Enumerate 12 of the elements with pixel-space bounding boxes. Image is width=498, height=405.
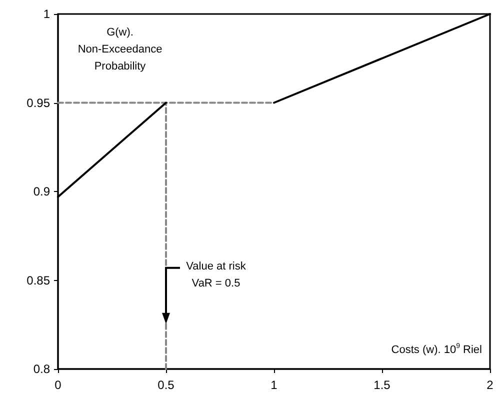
y-tick-label: 0.9 xyxy=(33,184,50,198)
x-tick-label: 0 xyxy=(54,378,62,392)
y-tick-label: 0.8 xyxy=(33,362,50,376)
y-axis-title: G(w). Non-Exceedance Probability xyxy=(78,26,162,72)
x-tick-label: 1.5 xyxy=(374,378,391,392)
x-tick-label: 2 xyxy=(486,378,494,392)
y-tick-label: 0.95 xyxy=(26,96,50,110)
x-tick-label: 0.5 xyxy=(158,378,175,392)
annotation: Value at risk VaR = 0.5 xyxy=(186,260,246,290)
y-tick-label: 1 xyxy=(43,7,50,21)
x-tick-label: 1 xyxy=(270,378,278,392)
y-tick-label: 0.85 xyxy=(26,273,50,288)
